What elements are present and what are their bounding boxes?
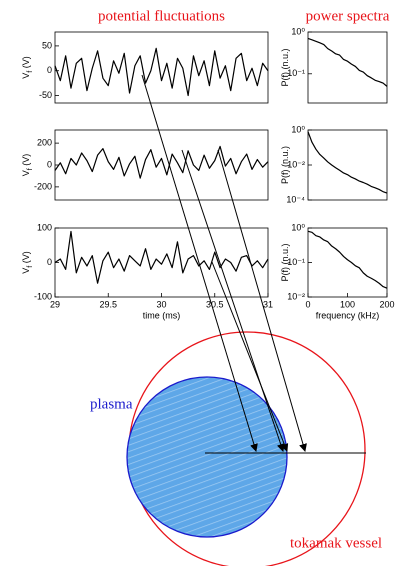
diagram: plasma tokamak vessel bbox=[90, 74, 382, 566]
panel-title: potential fluctuations bbox=[98, 8, 225, 24]
y-axis-label-part: (V) bbox=[21, 56, 31, 71]
y-tick-label: 10⁰ bbox=[291, 124, 305, 134]
arrow bbox=[141, 74, 258, 452]
x-tick-label: 31 bbox=[263, 299, 273, 309]
axes-frame bbox=[307, 31, 388, 104]
y-axis-label: Vf (V) bbox=[21, 251, 34, 273]
y-tick-label: 0 bbox=[47, 65, 52, 75]
axes-frame bbox=[307, 227, 388, 298]
y-axis-label: Vf (V) bbox=[21, 56, 34, 78]
y-tick-label: 200 bbox=[37, 138, 52, 148]
vessel-label: tokamak vessel bbox=[290, 535, 382, 551]
y-axis-label-part: P(f) (n.u.) bbox=[280, 146, 290, 184]
y-tick-label: 10⁻¹ bbox=[287, 68, 305, 78]
y-axis-label: P(f) (n.u.) bbox=[280, 146, 290, 184]
x-tick-label: 100 bbox=[340, 299, 355, 309]
y-axis-label-part: f bbox=[27, 266, 34, 268]
y-tick-label: 10⁻⁴ bbox=[286, 194, 305, 204]
y-axis-label-part: f bbox=[27, 71, 34, 73]
y-axis-label-part: (V) bbox=[21, 251, 31, 266]
y-tick-label: 100 bbox=[37, 222, 52, 232]
y-tick-label: 0 bbox=[47, 159, 52, 169]
y-axis-label-part: V bbox=[21, 268, 31, 274]
y-tick-label: 10⁰ bbox=[291, 222, 305, 232]
y-axis-label: P(f) (n.u.) bbox=[280, 243, 290, 281]
x-tick-label: 200 bbox=[379, 299, 394, 309]
series-line bbox=[54, 230, 269, 284]
y-tick-label: 0 bbox=[47, 257, 52, 267]
plasma bbox=[126, 376, 288, 538]
series-line bbox=[307, 37, 388, 87]
y-tick-label: -200 bbox=[34, 181, 52, 191]
y-tick-label: 50 bbox=[42, 40, 52, 50]
y-axis-label-part: (V) bbox=[21, 154, 31, 169]
y-axis-label-part: V bbox=[21, 170, 31, 176]
x-tick-label: 29.5 bbox=[99, 299, 117, 309]
x-axis-label: frequency (kHz) bbox=[316, 310, 380, 320]
x-tick-label: 0 bbox=[305, 299, 310, 309]
series-line bbox=[307, 230, 388, 289]
y-axis-label: P(f) (n.u.) bbox=[280, 48, 290, 86]
y-axis-label-part: P(f) (n.u.) bbox=[280, 48, 290, 86]
y-tick-label: -50 bbox=[39, 90, 52, 100]
y-tick-label: 10⁰ bbox=[291, 26, 305, 36]
panel-title: power spectra bbox=[306, 8, 390, 24]
x-tick-label: 29 bbox=[50, 299, 60, 309]
y-axis-label: Vf (V) bbox=[21, 154, 34, 176]
x-tick-label: 30 bbox=[156, 299, 166, 309]
x-tick-label: 30.5 bbox=[206, 299, 224, 309]
axes-frame bbox=[54, 227, 269, 298]
y-axis-label-part: f bbox=[27, 168, 34, 170]
series-line bbox=[307, 131, 388, 194]
axes-frame bbox=[307, 129, 388, 201]
axes-frame bbox=[54, 31, 269, 104]
y-tick-label: 10⁻² bbox=[287, 159, 305, 169]
y-tick-label: 10⁻² bbox=[287, 291, 305, 301]
y-axis-label-part: V bbox=[21, 73, 31, 79]
series-line bbox=[54, 47, 269, 97]
x-axis-label: time (ms) bbox=[143, 310, 181, 320]
series-line bbox=[54, 145, 269, 179]
y-tick-label: -100 bbox=[34, 291, 52, 301]
arrow bbox=[211, 261, 289, 452]
plasma-label: plasma bbox=[90, 396, 133, 412]
y-axis-label-part: P(f) (n.u.) bbox=[280, 243, 290, 281]
y-tick-label: 10⁻¹ bbox=[287, 257, 305, 267]
